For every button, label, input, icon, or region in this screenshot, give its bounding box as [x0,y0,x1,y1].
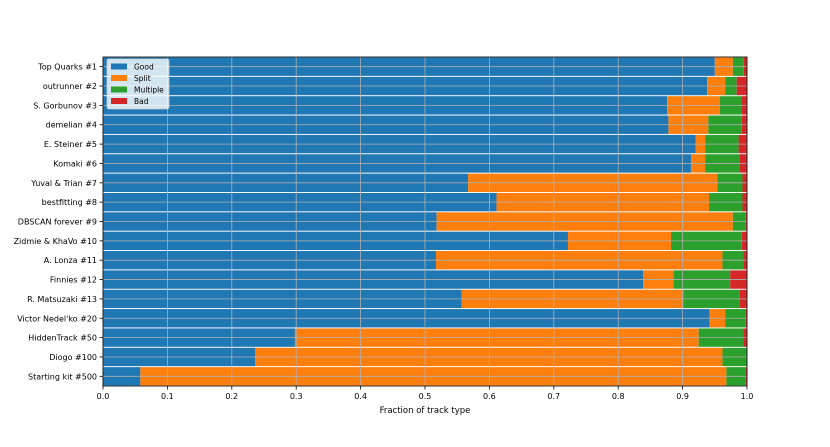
legend-swatch-split [111,75,127,81]
x-tick-label-0: 0.0 [97,392,110,401]
y-tick-label-2: S. Gorbunov #3 [33,101,97,110]
y-tick-label-16: Starting kit #500 [28,372,97,381]
legend-swatch-bad [111,98,127,104]
x-axis-title: Fraction of track type [380,406,471,416]
x-tick-label-10: 1.0 [741,392,754,401]
y-tick-label-12: R. Matsuzaki #13 [27,295,97,304]
y-tick-label-5: Komaki #6 [53,159,97,168]
legend-label-bad: Bad [134,97,149,106]
x-tick-label-6: 0.6 [483,392,496,401]
y-tick-label-13: Victor Nedel'ko #20 [17,314,97,323]
x-tick-label-8: 0.8 [612,392,625,401]
x-tick-label-1: 0.1 [161,392,174,401]
y-tick-label-14: HiddenTrack #50 [28,334,97,343]
grid-layer [102,57,748,386]
y-tick-label-3: demelian #4 [46,121,97,130]
legend-swatch-multiple [111,86,127,93]
y-tick-label-6: Yuval & Trian #7 [30,179,97,188]
legend-label-split: Split [134,74,151,83]
x-tick-label-5: 0.5 [419,392,432,401]
x-tick-label-3: 0.3 [290,392,303,401]
legend-label-good: Good [134,63,154,72]
y-tick-label-10: A. Lonza #11 [44,256,97,265]
x-tick-label-4: 0.4 [354,392,367,401]
legend-label-multiple: Multiple [134,86,164,95]
y-tick-label-15: Diogo #100 [49,353,97,362]
y-tick-label-8: DBSCAN forever #9 [18,218,97,227]
y-tick-label-11: Finnies #12 [50,276,97,285]
y-tick-label-4: E. Steiner #5 [44,140,97,149]
legend-box [106,58,170,110]
y-tick-label-0: Top Quarks #1 [37,63,97,72]
y-tick-label-7: bestfitting #8 [42,198,97,207]
y-tick-label-1: outrunner #2 [43,82,97,91]
legend-swatch-good [111,63,127,70]
y-tick-label-9: Zidmie & KhaVo #10 [14,237,97,246]
x-tick-label-2: 0.2 [225,392,238,401]
x-tick-label-9: 0.9 [676,392,689,401]
ticks-layer: 0.0 0.1 0.2 0.3 0.4 0.5 0.6 0.7 0.8 0.9 1.0 Top Qua… [14,63,754,401]
x-tick-label-7: 0.7 [547,392,560,401]
legend: Good Split Multiple Bad [106,58,170,110]
